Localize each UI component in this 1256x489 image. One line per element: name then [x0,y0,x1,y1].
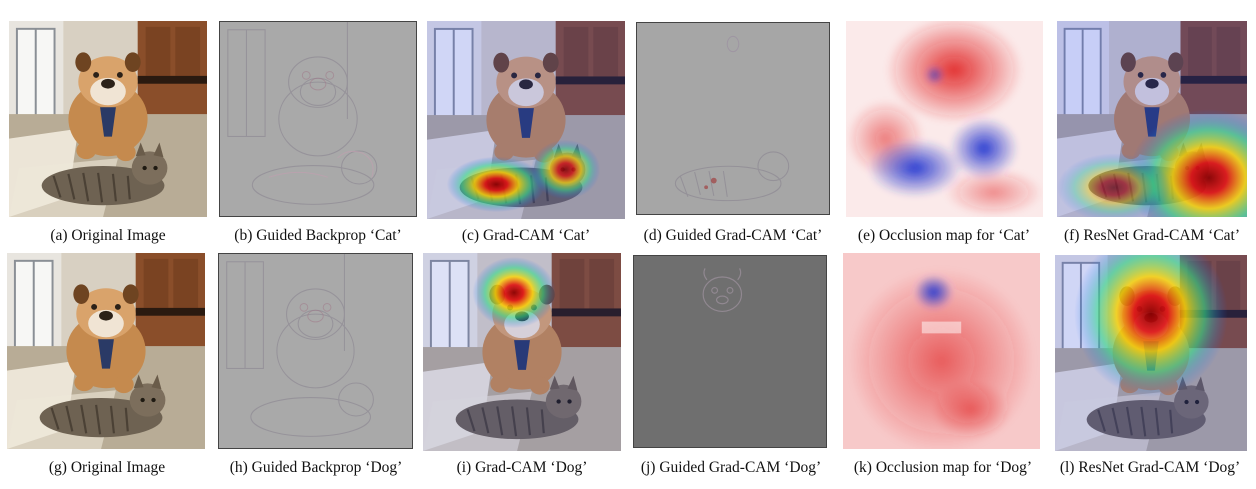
photo-dog-cat [9,21,207,217]
caption-a: (a) Original Image [50,227,166,244]
gradcam-heatmap-overlay [427,21,625,219]
caption-f: (f) ResNet Grad-CAM ‘Cat’ [1063,227,1241,244]
caption-c: (c) Grad-CAM ‘Cat’ [461,227,591,244]
caption-k: (k) Occlusion map for ‘Dog’ [853,459,1033,476]
guided-gradcam-map [637,23,829,214]
panel-j-guided-gradcam-dog [633,255,827,448]
panel-l-resnet-gradcam-dog [1055,255,1247,451]
caption-g: (g) Original Image [48,459,166,476]
panel-d-guided-gradcam-cat [636,22,830,215]
gradcam-heatmap-overlay [423,253,621,451]
guided-backprop-map [219,254,412,448]
panel-h-guided-backprop-dog [218,253,413,449]
photo-dog-cat [7,253,205,449]
caption-l: (l) ResNet Grad-CAM ‘Dog’ [1059,459,1241,476]
panel-k-occlusion-map-dog [843,253,1040,449]
panel-b-guided-backprop-cat [219,21,417,217]
panel-i-gradcam-dog [423,253,621,451]
caption-i: (i) Grad-CAM ‘Dog’ [456,459,588,476]
occlusion-map [846,21,1043,217]
panel-f-resnet-gradcam-cat [1057,21,1247,217]
caption-h: (h) Guided Backprop ‘Dog’ [229,459,403,476]
caption-j: (j) Guided Grad-CAM ‘Dog’ [640,459,822,476]
caption-d: (d) Guided Grad-CAM ‘Cat’ [643,227,823,244]
guided-backprop-map [220,22,416,216]
caption-e: (e) Occlusion map for ‘Cat’ [857,227,1031,244]
caption-b: (b) Guided Backprop ‘Cat’ [234,227,402,244]
panel-a-original-image [9,21,207,217]
occlusion-map [843,253,1040,449]
resnet-gradcam-overlay [1055,255,1247,451]
panel-g-original-image [7,253,205,449]
panel-e-occlusion-map-cat [846,21,1043,217]
resnet-gradcam-overlay [1057,21,1247,217]
guided-gradcam-map [634,256,826,447]
panel-c-gradcam-cat [427,21,625,219]
